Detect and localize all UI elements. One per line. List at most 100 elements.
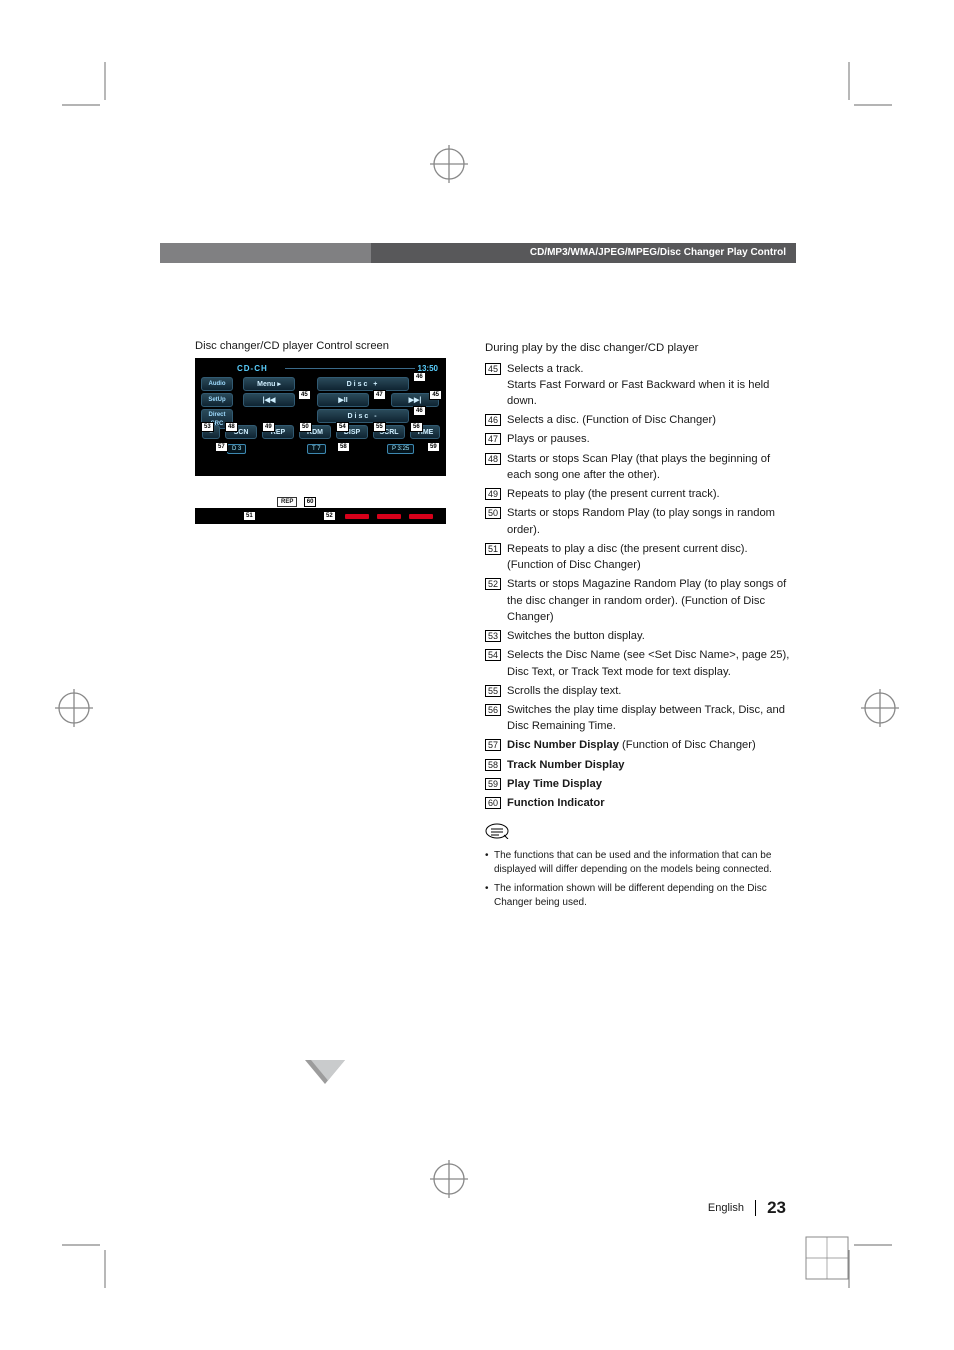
function-item: 58 Track Number Display [485,757,796,773]
page-footer: English 23 [708,1198,786,1218]
function-item: 60 Function Indicator [485,795,796,811]
item-text: Switches the button display. [507,628,796,644]
item-text: Switches the play time display between T… [507,702,796,734]
callout-48: 48 [225,422,238,432]
item-number: 50 [485,507,501,519]
footer-sep [755,1200,756,1216]
function-item: 47 Plays or pauses. [485,431,796,447]
item-text: Starts or stops Random Play (to play son… [507,505,796,537]
function-item: 57 Disc Number Display (Function of Disc … [485,737,796,753]
source-line [285,368,415,369]
function-item: 55 Scrolls the display text. [485,683,796,699]
crop-box-br [805,1236,849,1280]
ind-pill-3 [409,514,433,519]
right-heading: During play by the disc changer/CD playe… [485,340,796,357]
function-list: 45Selects a track.Starts Fast Forward or… [485,361,796,812]
crop-tr [842,62,892,112]
callout-45a: 45 [298,390,311,400]
item-number: 55 [485,685,501,697]
crop-bl [62,1238,112,1288]
crop-left-mid [55,689,93,727]
drep-label: DREP [255,528,274,535]
track-number-display: T 7 [307,444,326,454]
callout-46b: 46 [413,406,426,416]
callout-59: 59 [427,442,440,452]
item-text: Scrolls the display text. [507,683,796,699]
crop-bottom-center [430,1160,468,1198]
function-item: 49 Repeats to play (the present current t… [485,486,796,502]
callout-51: 51 [243,511,256,521]
page-number: 23 [767,1198,786,1217]
item-number: 59 [485,778,501,790]
play-time-display: P 3:25 [387,444,414,454]
rep-indicator: REP [277,497,297,507]
footer-lang: English [708,1202,744,1214]
item-text: Plays or pauses. [507,431,796,447]
callout-45b: 45 [429,390,442,400]
setup-button[interactable]: SetUp [201,393,233,407]
disc-minus-button[interactable]: Disc - [317,409,409,423]
function-item: 56 Switches the play time display between… [485,702,796,734]
callout-58: 58 [337,442,350,452]
callout-49: 49 [262,422,275,432]
callout-54: 54 [336,422,349,432]
note-icon [485,821,796,844]
screen-caption: Disc changer/CD player Control screen [195,340,445,352]
function-item: 48 Starts or stops Scan Play (that plays … [485,451,796,483]
function-item: 50 Starts or stops Random Play (to play s… [485,505,796,537]
crop-right-mid [861,689,899,727]
source-label: CD-CH [237,364,268,373]
play-pause-button[interactable]: ▶II [317,393,369,407]
ind-pill-1 [345,514,369,519]
indicator-rep-row: REP 60 [277,490,316,508]
indicator-area: REP 60 DREP MRDM 51 52 [195,490,446,536]
item-number: 45 [485,363,501,375]
item-number: 57 [485,739,501,751]
crop-top-center [430,145,468,183]
function-item: 59 Play Time Display [485,776,796,792]
disc-number-display: D 3 [227,444,246,454]
callout-57: 57 [215,442,228,452]
item-text: Selects the Disc Name (see <Set Disc Nam… [507,647,796,679]
item-number: 60 [485,797,501,809]
item-number: 53 [485,630,501,642]
item-text: Play Time Display [507,776,796,792]
item-text: Track Number Display [507,757,796,773]
item-text: Starts or stops Magazine Random Play (to… [507,576,796,625]
menu-button[interactable]: Menu ▸ [243,377,295,391]
item-number: 49 [485,488,501,500]
callout-46a: 46 [413,372,426,382]
item-number: 52 [485,578,501,590]
callout-56: 56 [410,422,423,432]
note-item: The functions that can be used and the i… [494,849,796,878]
item-text: Disc Number Display (Function of Disc Ch… [507,737,796,753]
item-text: Repeats to play a disc (the present curr… [507,541,796,573]
prev-button[interactable]: |◀◀ [243,393,295,407]
callout-50: 50 [299,422,312,432]
callout-53: 53 [201,422,214,432]
function-item: 45Selects a track.Starts Fast Forward or… [485,361,796,410]
audio-button[interactable]: Audio [201,377,233,391]
item-number: 46 [485,414,501,426]
item-text: Starts or stops Scan Play (that plays th… [507,451,796,483]
crop-br [842,1238,892,1288]
item-number: 47 [485,433,501,445]
section-title: CD/MP3/WMA/JPEG/MPEG/Disc Changer Play C… [371,243,796,263]
notes-list: The functions that can be used and the i… [485,849,796,911]
function-item: 51Repeats to play a disc (the present cu… [485,541,796,573]
callout-52: 52 [323,511,336,521]
header-spacer [160,243,371,263]
function-item: 53 Switches the button display. [485,628,796,644]
crop-tl [62,62,112,112]
item-number: 54 [485,649,501,661]
function-item: 52 Starts or stops Magazine Random Play (… [485,576,796,625]
item-number: 58 [485,759,501,771]
function-item: 54 Selects the Disc Name (see <Set Disc N… [485,647,796,679]
callout-47: 47 [373,390,386,400]
item-text: Function Indicator [507,795,796,811]
item-number: 48 [485,453,501,465]
item-number: 56 [485,704,501,716]
ind-pill-2 [377,514,401,519]
disc-plus-button[interactable]: Disc + [317,377,409,391]
item-text: Repeats to play (the present current tra… [507,486,796,502]
